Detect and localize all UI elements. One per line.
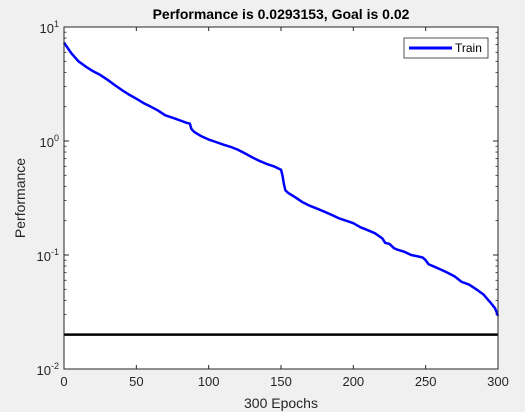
x-tick-label: 50 [129, 374, 143, 389]
y-tick-exponent: -2 [51, 361, 59, 371]
y-tick-base: 10 [40, 21, 54, 36]
y-tick-exponent: -1 [51, 247, 59, 257]
x-tick-label: 0 [60, 374, 67, 389]
plot-frame [63, 26, 499, 370]
y-tick-exponent: 0 [54, 133, 59, 143]
y-tick-label: 10-2 [37, 361, 59, 378]
y-tick-exponent: 1 [54, 19, 59, 29]
x-tick-label: 300 [487, 374, 509, 389]
series-line-train [62, 41, 500, 317]
y-tick-base: 10 [37, 363, 51, 378]
legend-label-train: Train [455, 41, 482, 55]
y-tick-base: 10 [40, 135, 54, 150]
y-tick-label: 101 [40, 19, 59, 36]
chart-title: Performance is 0.0293153, Goal is 0.02 [153, 6, 410, 22]
series-layer [62, 41, 500, 336]
x-tick-label: 100 [198, 374, 220, 389]
x-tick-label: 200 [342, 374, 364, 389]
y-tick-label: 100 [40, 133, 59, 150]
y-axis-label: Performance [12, 158, 28, 238]
x-tick-label: 150 [270, 374, 292, 389]
y-tick-label: 10-1 [37, 247, 59, 264]
x-axis-label: 300 Epochs [244, 395, 318, 411]
legend: Train [403, 37, 489, 59]
plot-area [64, 27, 498, 369]
x-tick-label: 250 [415, 374, 437, 389]
y-tick-base: 10 [37, 249, 51, 264]
